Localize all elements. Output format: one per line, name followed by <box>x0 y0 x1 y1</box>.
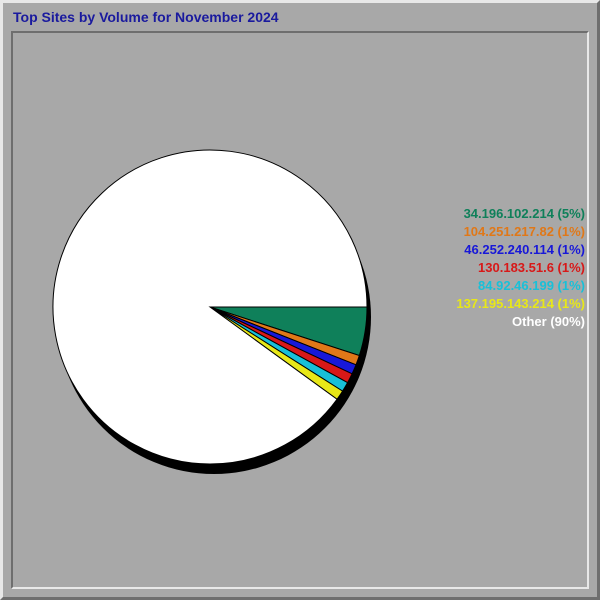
chart-title: Top Sites by Volume for November 2024 <box>13 9 279 25</box>
legend-item: Other (90%) <box>456 313 585 331</box>
chart-panel: Top Sites by Volume for November 2024 34… <box>0 0 600 600</box>
legend-item: 137.195.143.214 (1%) <box>456 295 585 313</box>
legend-item: 46.252.240.114 (1%) <box>456 241 585 259</box>
legend: 34.196.102.214 (5%)104.251.217.82 (1%)46… <box>456 205 585 331</box>
legend-item: 130.183.51.6 (1%) <box>456 259 585 277</box>
legend-item: 84.92.46.199 (1%) <box>456 277 585 295</box>
pie-slice <box>53 150 367 464</box>
legend-item: 104.251.217.82 (1%) <box>456 223 585 241</box>
legend-item: 34.196.102.214 (5%) <box>456 205 585 223</box>
